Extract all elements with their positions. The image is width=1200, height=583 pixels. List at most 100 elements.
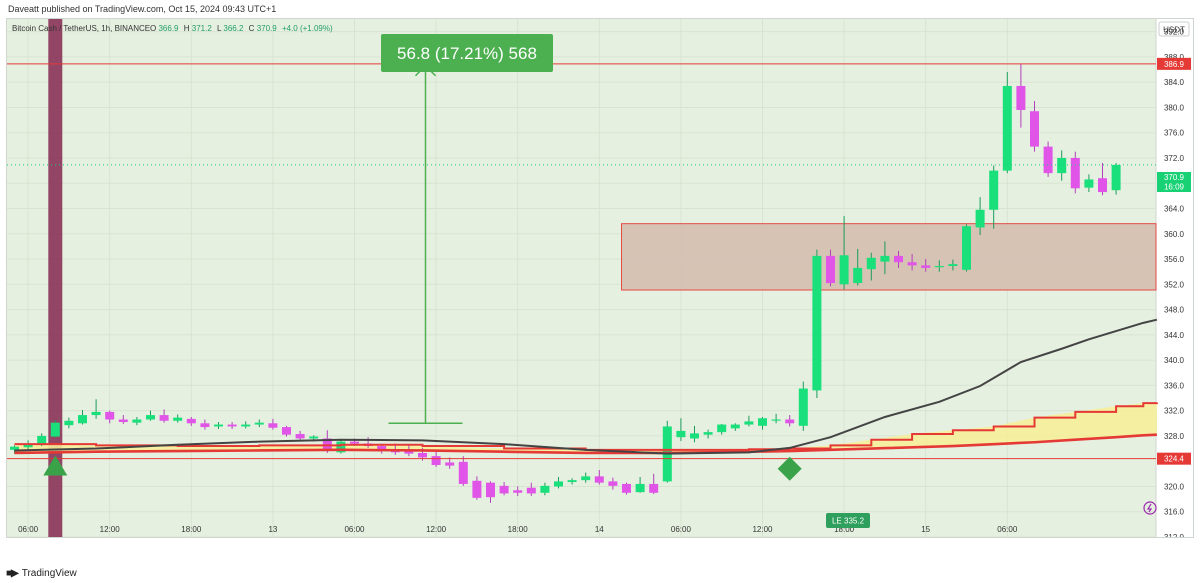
candle-body (173, 417, 183, 421)
current-price-tag: 370.9 16:09 (1157, 172, 1191, 192)
candle-body (1084, 179, 1094, 188)
candle-body (1016, 85, 1026, 110)
vertical-highlight-band (48, 19, 63, 537)
candle-body (1043, 146, 1053, 174)
candles (10, 63, 1121, 503)
candle-body (1070, 157, 1080, 189)
candle-body (513, 490, 523, 493)
candle-body (78, 415, 87, 424)
ma-dark-line (14, 318, 1158, 455)
legend-symbol: Bitcoin Cash / TetherUS, 1h, BINANCE (12, 24, 150, 33)
chart-frame: Bitcoin Cash / TetherUS, 1h, BINANCE O 3… (6, 18, 1194, 538)
price-tick-label: 364.0 (1164, 205, 1185, 214)
alert-icon-circle (1143, 501, 1157, 515)
entry-signal-diamond-icon (777, 456, 802, 481)
price-tag-label: 324.4 (1164, 455, 1185, 464)
candle-body (445, 462, 455, 466)
highlight-layer (48, 19, 63, 537)
price-tag-label: 386.9 (1164, 60, 1185, 69)
time-tick-label: 13 (268, 525, 277, 534)
indicator-lines (14, 318, 1158, 455)
candle-body (1098, 178, 1107, 193)
candle-body (1111, 164, 1121, 191)
candle-body (186, 418, 196, 424)
candle-body (241, 424, 251, 427)
grid (7, 19, 1156, 537)
measure-label-box (381, 34, 553, 72)
candle-body (526, 487, 536, 494)
candle-body (472, 480, 482, 498)
candle-body (295, 434, 305, 439)
entry-label-text: LE 335.2 (832, 517, 865, 526)
candle-body (132, 419, 142, 423)
footer-brand[interactable]: ■▶ TradingView (6, 566, 77, 580)
candle-body (594, 476, 604, 483)
time-tick-label: 06:00 (344, 525, 365, 534)
price-chart[interactable]: Bitcoin Cash / TetherUS, 1h, BINANCE O 3… (7, 19, 1193, 537)
candle-body (744, 421, 754, 425)
candle-body (989, 170, 999, 210)
price-tick-label: 380.0 (1164, 103, 1185, 112)
currency-badge: USDT (1158, 21, 1190, 37)
price-tick-label: 392.0 (1164, 28, 1185, 37)
time-tick-label: 06:00 (18, 525, 39, 534)
price-tag-box (1157, 452, 1191, 465)
price-tick-label: 388.0 (1164, 53, 1185, 62)
legend-change: +4.0 (+1.09%) (282, 24, 333, 33)
price-tick-label: 312.0 (1164, 533, 1185, 537)
candle-body (826, 255, 835, 284)
candle-body (975, 209, 985, 228)
price-tick-label: 332.0 (1164, 407, 1185, 416)
buy-signal-triangle-icon (43, 455, 68, 476)
candle-body (50, 422, 60, 437)
candle-body (622, 483, 631, 493)
candle-body (758, 418, 767, 426)
candle-body (853, 267, 863, 284)
candle-body (227, 424, 237, 427)
candle-body (118, 419, 128, 423)
alert-icon[interactable] (1143, 501, 1157, 515)
candle-body (921, 265, 931, 268)
legend-open-value: 366.9 (158, 24, 179, 33)
current-price-tag-box (1157, 172, 1191, 192)
candle-body (866, 257, 876, 270)
time-tick-label: 18:00 (508, 525, 529, 534)
price-tick-label: 352.0 (1164, 280, 1185, 289)
time-tick-label: 06:00 (671, 525, 692, 534)
time-tick-label: 06:00 (997, 525, 1018, 534)
measure-label[interactable]: 56.8 (17.21%) 568 (381, 34, 553, 72)
legend: Bitcoin Cash / TetherUS, 1h, BINANCE O 3… (12, 24, 333, 33)
candle-body (377, 446, 387, 450)
time-axis[interactable]: 06:00 12:00 18:00 13 06:00 12:00 18:00 14 06:00 1… (18, 525, 1018, 534)
candle-body (431, 456, 441, 465)
candle-body (10, 446, 19, 450)
candle-body (567, 480, 577, 483)
candle-body (962, 226, 971, 270)
candle-body (785, 419, 795, 424)
candle-body (798, 388, 808, 426)
candle-body (1002, 85, 1012, 171)
legend-close-value: 370.9 (257, 24, 278, 33)
candle-body (214, 424, 223, 427)
candle-body (1057, 157, 1067, 174)
candle-body (771, 419, 781, 421)
candle-body (1030, 111, 1039, 147)
candle-body (91, 411, 101, 416)
price-tick-label: 384.0 (1164, 78, 1185, 87)
candle-body (554, 481, 563, 487)
publish-header: Daveatt published on TradingView.com, Oc… (0, 0, 1200, 18)
price-axis[interactable]: 392.0388.0384.0380.0376.0372.0368.0364.0… (1164, 28, 1185, 537)
ma-red-lower-line (14, 433, 1157, 455)
candle-body (105, 411, 115, 420)
price-tick-label: 340.0 (1164, 356, 1185, 365)
candle-body (703, 432, 713, 435)
candle-body (418, 452, 427, 458)
candle-body (458, 461, 468, 484)
candle-body (499, 485, 509, 494)
time-tick-label: 14 (595, 525, 604, 534)
candle-body (649, 483, 659, 493)
price-tick-label: 376.0 (1164, 129, 1185, 138)
candle-body (282, 427, 291, 435)
price-tick-label: 320.0 (1164, 482, 1185, 491)
signal-markers (43, 455, 802, 481)
